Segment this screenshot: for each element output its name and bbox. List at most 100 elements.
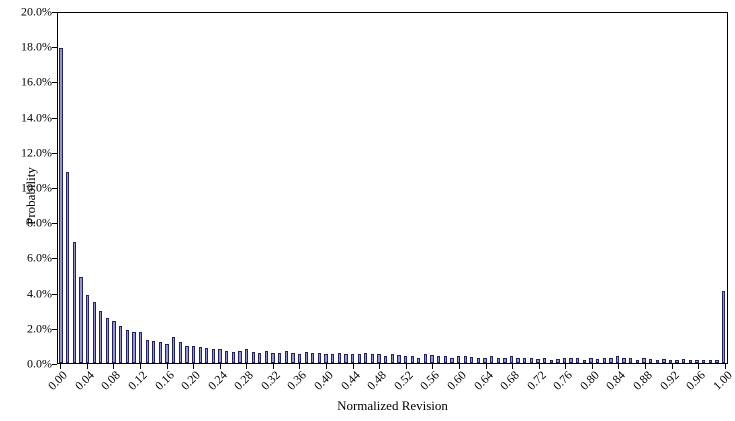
x-tick-label: 0.12	[125, 368, 150, 393]
x-axis-tick	[379, 364, 381, 369]
x-axis-title: Normalized Revision	[337, 398, 448, 413]
bar	[609, 357, 613, 363]
x-tick-label: 0.28	[231, 368, 257, 393]
bar	[476, 357, 481, 363]
x-axis-tick	[60, 364, 62, 369]
bar	[483, 357, 487, 363]
x-axis-tick	[352, 364, 354, 369]
bar	[536, 358, 540, 363]
y-tick-label: 12.0%	[21, 145, 52, 160]
bar	[562, 357, 567, 363]
bar	[218, 349, 222, 363]
bar	[304, 351, 308, 363]
bar	[509, 356, 514, 363]
bar	[437, 356, 441, 363]
x-axis-tick	[458, 364, 460, 369]
x-axis-tick	[538, 364, 540, 369]
bar	[602, 357, 606, 363]
bar	[324, 354, 328, 363]
bar	[529, 357, 534, 363]
bar	[158, 342, 163, 363]
y-axis-tick	[52, 12, 57, 13]
bar	[271, 352, 275, 363]
bar	[496, 357, 500, 363]
bar	[503, 357, 507, 363]
y-axis-tick	[52, 223, 57, 225]
y-tick-label: 14.0%	[21, 110, 52, 125]
bar	[244, 349, 249, 363]
x-axis-tick	[219, 364, 221, 369]
y-tick-label: 8.0%	[27, 215, 52, 230]
bar	[165, 343, 169, 363]
bar	[79, 277, 83, 363]
bar	[443, 356, 447, 363]
y-tick-label: 4.0%	[27, 286, 52, 301]
bar	[430, 355, 434, 363]
y-axis-tick	[52, 82, 57, 84]
bar	[403, 356, 408, 363]
bar	[185, 345, 189, 363]
x-axis-labels: 0.00 0.04 0.08 0.12 0.16 0.20 0.24 0.28 0.32 0.36…	[45, 366, 734, 400]
x-tick-label: 0.56	[417, 368, 443, 393]
bar	[357, 354, 361, 363]
bar	[125, 329, 129, 363]
x-tick-label: 0.84	[603, 368, 629, 393]
y-tick-label: 10.0%	[21, 180, 52, 195]
bar	[456, 356, 461, 363]
x-axis-tick	[644, 364, 646, 369]
bar	[397, 355, 401, 363]
bar	[582, 359, 587, 363]
bar	[629, 357, 633, 363]
bar	[311, 352, 315, 363]
x-tick-label: 0.32	[258, 368, 283, 393]
x-axis-tick	[166, 364, 168, 369]
x-tick-label: 0.76	[550, 368, 576, 393]
y-axis-labels: 0.0% 2.0% 4.0% 6.0% 8.0% 10.0% 12.0% 14.0% 16.0%…	[0, 5, 52, 371]
y-tick-label: 6.0%	[27, 250, 52, 265]
bar	[105, 317, 110, 363]
bar	[648, 358, 653, 363]
bar	[284, 350, 288, 363]
bar	[119, 326, 123, 363]
y-tick-label: 20.0%	[21, 4, 52, 19]
x-tick-label: 0.52	[390, 368, 416, 393]
bar	[576, 357, 580, 363]
bar	[231, 351, 235, 363]
x-axis-tick	[193, 364, 195, 369]
bar	[344, 354, 348, 363]
x-tick-label: 0.44	[337, 368, 363, 393]
bar	[417, 357, 421, 363]
bar	[589, 357, 593, 363]
bar	[66, 172, 70, 363]
x-axis-tick	[432, 364, 434, 369]
x-tick-label: 0.80	[576, 368, 602, 393]
bar	[595, 358, 600, 363]
bar	[615, 356, 620, 363]
bar	[337, 353, 341, 363]
y-axis-tick	[52, 364, 57, 365]
y-tick-label: 0.0%	[27, 356, 52, 371]
bar	[463, 356, 467, 363]
x-tick-label: 0.36	[284, 368, 310, 393]
x-tick-label: 0.64	[470, 368, 496, 393]
bar	[112, 321, 116, 363]
bar	[682, 358, 686, 363]
bar	[549, 359, 553, 363]
bar	[384, 356, 388, 363]
bar	[622, 357, 626, 363]
bar	[317, 352, 322, 363]
bar	[450, 357, 454, 363]
bar	[152, 341, 156, 363]
x-tick-label: 0.68	[497, 368, 522, 393]
bar	[172, 336, 176, 363]
y-axis-tick	[52, 258, 57, 260]
x-tick-label: 0.88	[630, 368, 655, 393]
x-axis-tick	[405, 364, 407, 369]
bar	[145, 340, 149, 363]
bar	[688, 359, 692, 363]
bar	[85, 294, 90, 363]
bar	[264, 350, 269, 363]
x-axis-tick	[113, 364, 115, 369]
bar	[191, 346, 196, 363]
bar	[708, 359, 712, 363]
